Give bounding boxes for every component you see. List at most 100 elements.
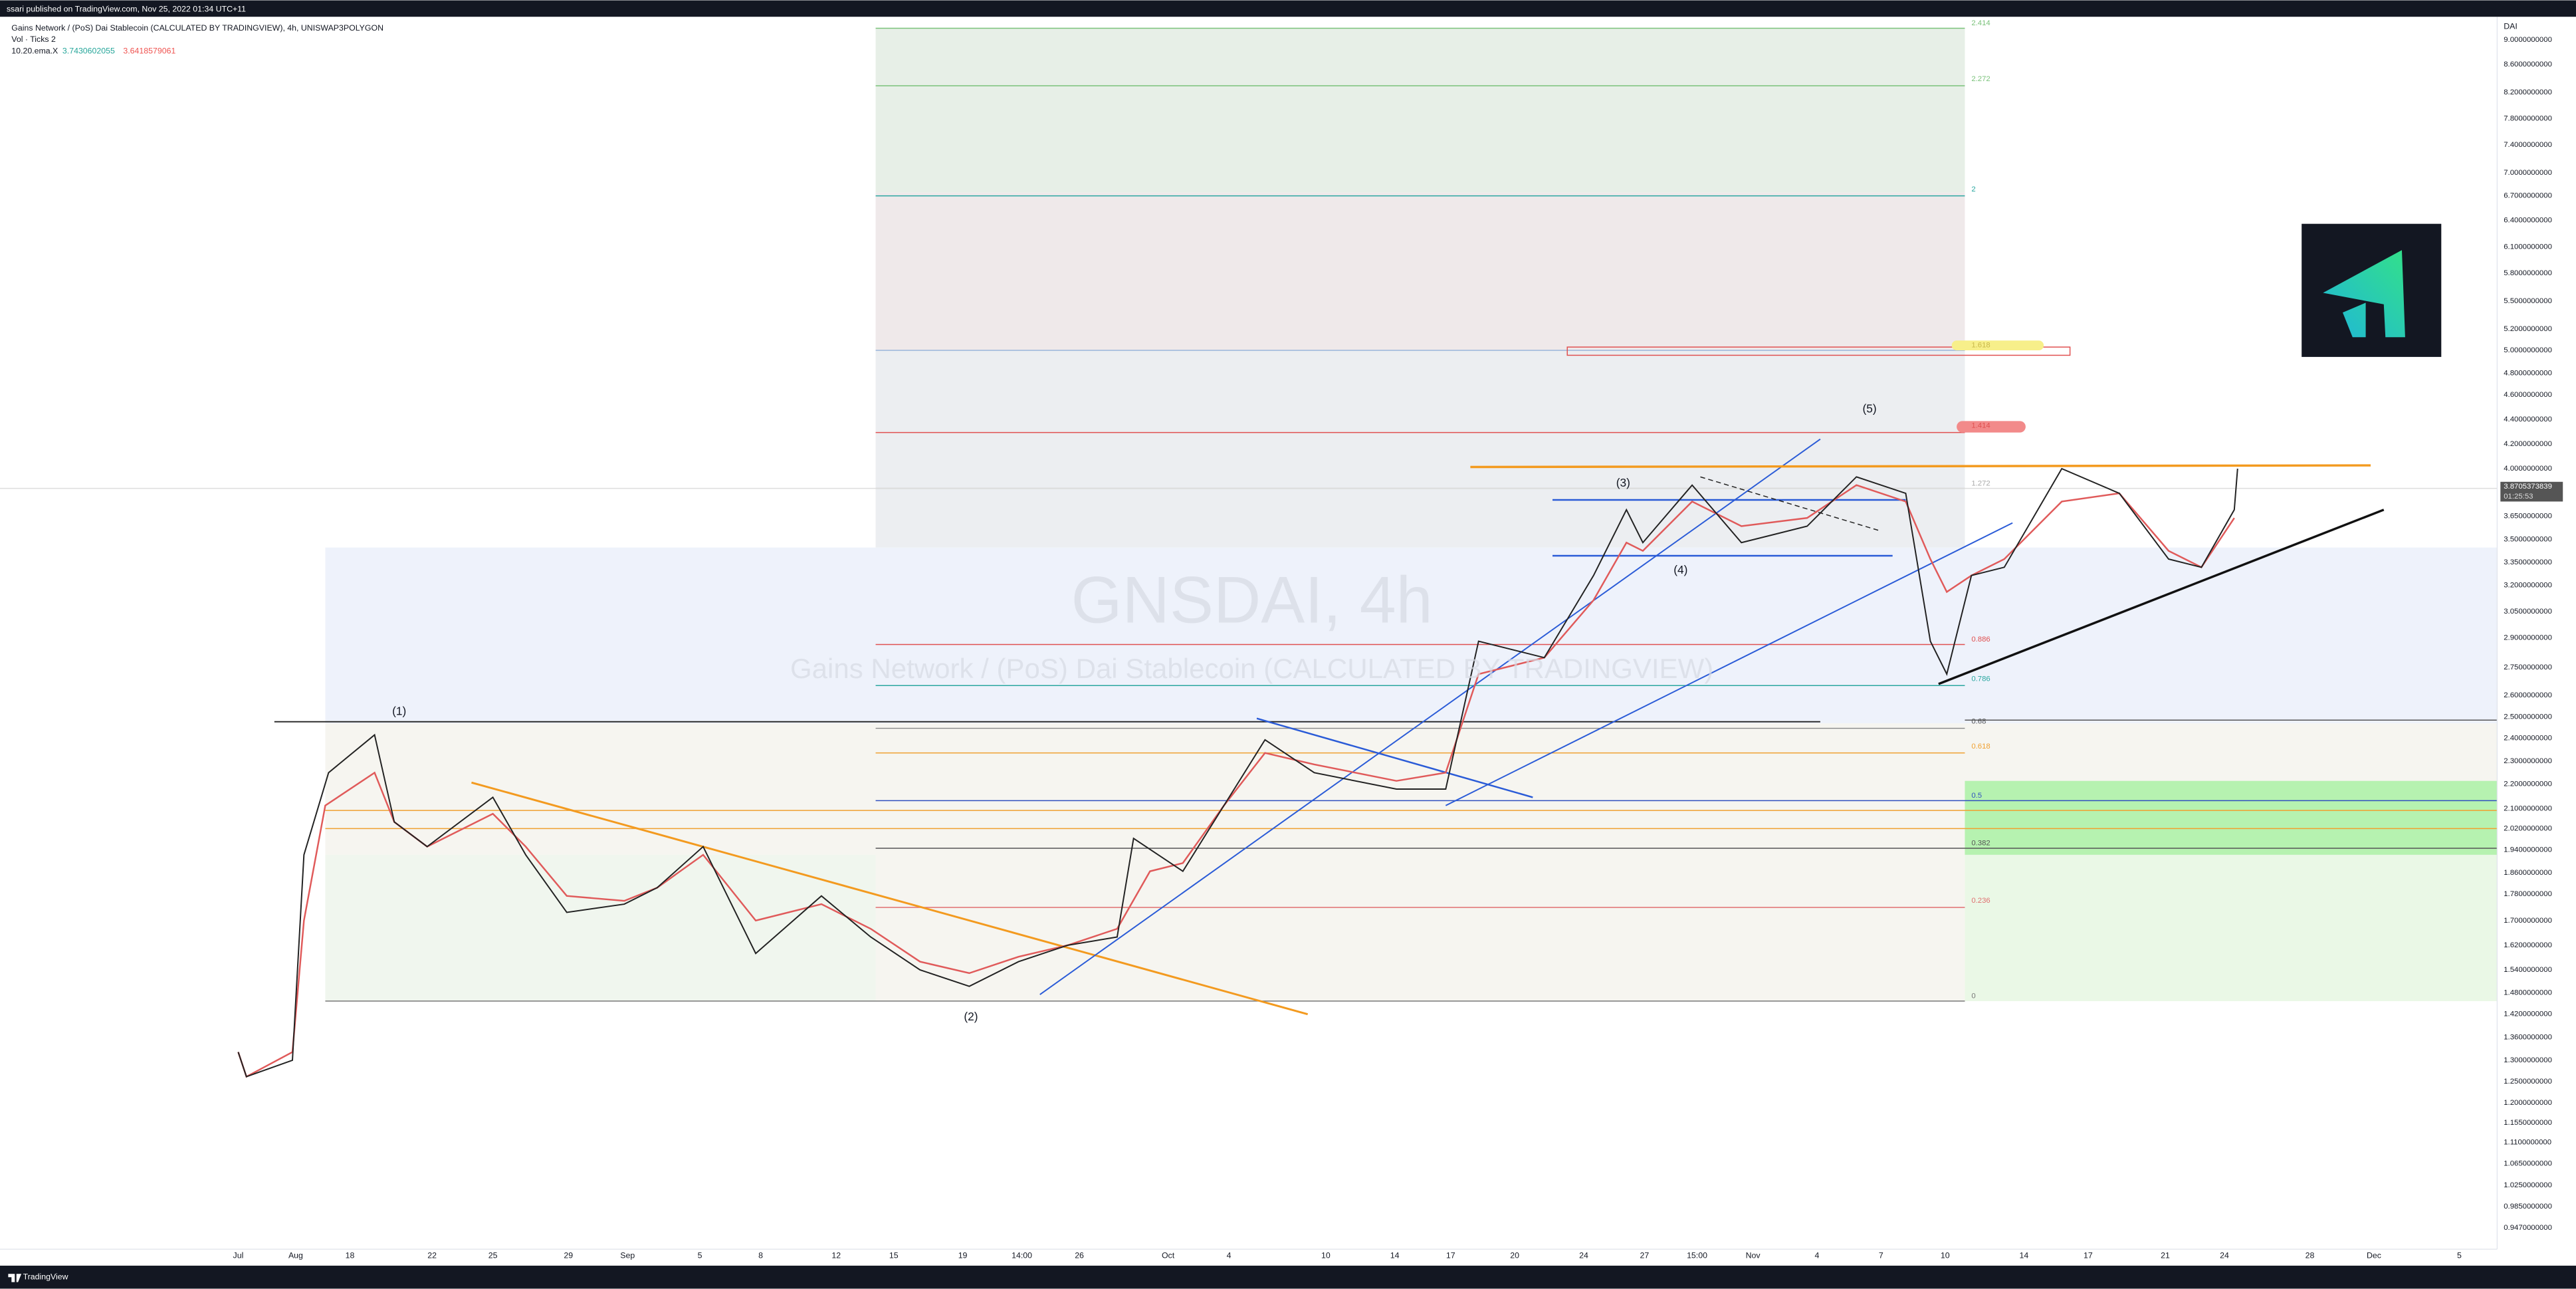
wave-label: (2) xyxy=(964,1010,978,1023)
price-label: 5.8000000000 xyxy=(2504,269,2552,277)
ema-value: 3.6418579061 xyxy=(123,46,175,55)
time-label: 29 xyxy=(564,1250,573,1260)
green-zone xyxy=(1965,780,2498,855)
price-label: 7.0000000000 xyxy=(2504,169,2552,177)
time-label: 22 xyxy=(427,1250,437,1260)
price-label: 4.0000000000 xyxy=(2504,465,2552,473)
time-label: 14:00 xyxy=(1012,1250,1032,1260)
fib-label: 0.618 xyxy=(1971,743,1990,751)
fib-band xyxy=(875,192,1965,351)
time-label: Dec xyxy=(2367,1250,2381,1260)
price-label: 5.5000000000 xyxy=(2504,297,2552,305)
watermark-name: Gains Network / (PoS) Dai Stablecoin (CA… xyxy=(790,653,1713,684)
price-label: 1.3000000000 xyxy=(2504,1056,2552,1064)
price-label: 5.2000000000 xyxy=(2504,325,2552,333)
time-label: 10 xyxy=(1321,1250,1331,1260)
fib-label: 0.68 xyxy=(1971,718,1986,726)
price-label: 3.5000000000 xyxy=(2504,535,2552,543)
time-label: 24 xyxy=(1579,1250,1588,1260)
time-label: 17 xyxy=(1446,1250,1455,1260)
price-label: 3.6500000000 xyxy=(2504,513,2552,521)
price-label: 1.0250000000 xyxy=(2504,1181,2552,1189)
time-label: 4 xyxy=(1227,1250,1232,1260)
price-label: 1.7800000000 xyxy=(2504,890,2552,898)
zone xyxy=(1965,854,2498,1001)
legend-symbol: Gains Network / (PoS) Dai Stablecoin (CA… xyxy=(11,23,383,33)
fib-label: 0.786 xyxy=(1971,675,1990,683)
time-label: 12 xyxy=(831,1250,841,1260)
fib-label: 1.272 xyxy=(1971,479,1990,487)
time-label: 4 xyxy=(1815,1250,1820,1260)
countdown: 01:25:53 xyxy=(2504,493,2533,501)
price-label: 1.8600000000 xyxy=(2504,869,2552,877)
price-label: 1.2500000000 xyxy=(2504,1078,2552,1086)
price-label: 2.6000000000 xyxy=(2504,691,2552,699)
bottom-bar xyxy=(0,1265,2576,1289)
time-label: 17 xyxy=(2084,1250,2093,1260)
price-label: 1.1550000000 xyxy=(2504,1119,2552,1127)
time-label: 18 xyxy=(346,1250,355,1260)
time-label: Sep xyxy=(620,1250,635,1260)
last-price: 3.8705373839 xyxy=(2504,483,2552,491)
time-label: 21 xyxy=(2161,1250,2170,1260)
fib-label: 2.414 xyxy=(1971,19,1990,27)
footer-brand[interactable]: TradingView xyxy=(23,1272,68,1281)
price-label: 2.2000000000 xyxy=(2504,780,2552,788)
footer-logo xyxy=(8,1274,22,1282)
time-label: Oct xyxy=(1162,1250,1175,1260)
price-label: 1.3600000000 xyxy=(2504,1033,2552,1041)
wave-label: (5) xyxy=(1862,402,1876,415)
price-label: 6.1000000000 xyxy=(2504,243,2552,251)
price-label: 1.2000000000 xyxy=(2504,1099,2552,1107)
trend-lines xyxy=(237,438,2385,1078)
time-label: 26 xyxy=(1075,1250,1084,1260)
time-label: 15:00 xyxy=(1687,1250,1707,1260)
time-label: 19 xyxy=(958,1250,968,1260)
price-label: 8.2000000000 xyxy=(2504,88,2552,96)
fib-label: 0.236 xyxy=(1971,897,1990,905)
target-box xyxy=(1566,346,2071,356)
price-label: 4.6000000000 xyxy=(2504,391,2552,399)
price-label: 2.9000000000 xyxy=(2504,634,2552,642)
price-label: 5.0000000000 xyxy=(2504,346,2552,354)
wave-label: (4) xyxy=(1673,563,1687,576)
fib-label: 0 xyxy=(1971,992,1975,1000)
price-label: 3.3500000000 xyxy=(2504,558,2552,566)
header-text: ssari published on TradingView.com, Nov … xyxy=(7,4,246,13)
legend-ema: 10.20.ema.X xyxy=(11,46,58,55)
highlight xyxy=(1951,340,2044,351)
time-label: Nov xyxy=(1746,1250,1761,1260)
time-label: 28 xyxy=(2306,1250,2315,1260)
price-label: 1.6200000000 xyxy=(2504,941,2552,949)
wave-label: (1) xyxy=(392,704,406,717)
zone xyxy=(325,854,876,1001)
time-label: 27 xyxy=(1640,1250,1650,1260)
logo xyxy=(2323,250,2405,338)
fib-label: 0.382 xyxy=(1971,840,1990,848)
price-label: 1.0650000000 xyxy=(2504,1160,2552,1168)
price-label: 3.0500000000 xyxy=(2504,608,2552,616)
fib-label: 0.886 xyxy=(1971,636,1990,644)
time-label: 20 xyxy=(1510,1250,1519,1260)
time-label: 15 xyxy=(889,1250,899,1260)
price-label: 4.4000000000 xyxy=(2504,415,2552,423)
price-label: 1.4800000000 xyxy=(2504,989,2552,997)
fib-band xyxy=(875,350,1965,548)
currency: DAI xyxy=(2504,21,2518,31)
price-label: 1.9400000000 xyxy=(2504,846,2552,854)
price-label: 4.8000000000 xyxy=(2504,370,2552,378)
time-label: 7 xyxy=(1879,1250,1883,1260)
time-label: Aug xyxy=(288,1250,303,1260)
price-label: 1.4200000000 xyxy=(2504,1010,2552,1018)
price-label: 1.7000000000 xyxy=(2504,917,2552,925)
price-label: 2.4000000000 xyxy=(2504,734,2552,742)
price-label: 2.3000000000 xyxy=(2504,757,2552,765)
price-label: 7.8000000000 xyxy=(2504,114,2552,122)
price-label: 0.9470000000 xyxy=(2504,1224,2552,1232)
wave-label: (3) xyxy=(1616,476,1630,489)
fib-band xyxy=(875,28,1965,193)
top-bar xyxy=(0,0,2576,17)
price-label: 7.4000000000 xyxy=(2504,141,2552,149)
price-label: 4.2000000000 xyxy=(2504,440,2552,448)
